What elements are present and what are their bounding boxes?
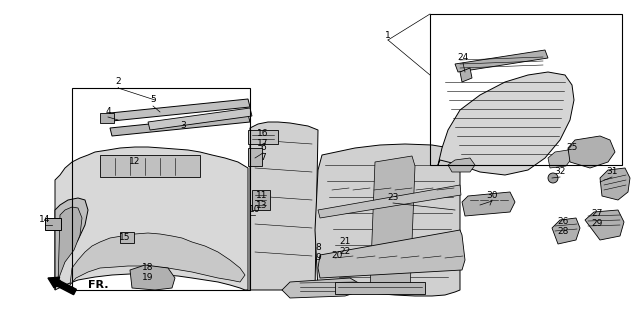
Text: 12: 12 xyxy=(129,157,141,167)
Polygon shape xyxy=(552,218,580,244)
Bar xyxy=(335,282,425,294)
Text: 18: 18 xyxy=(142,263,154,271)
Text: 27: 27 xyxy=(591,209,603,217)
Text: 20: 20 xyxy=(332,251,342,259)
Text: 31: 31 xyxy=(606,167,618,177)
Polygon shape xyxy=(455,50,548,72)
Polygon shape xyxy=(585,210,624,240)
Polygon shape xyxy=(110,114,250,136)
Circle shape xyxy=(548,173,558,183)
Polygon shape xyxy=(370,156,415,292)
Bar xyxy=(100,113,114,123)
Bar xyxy=(248,130,278,144)
Polygon shape xyxy=(318,230,465,278)
Text: 11: 11 xyxy=(256,191,268,199)
Bar xyxy=(72,88,250,290)
Text: 6: 6 xyxy=(260,143,266,153)
Polygon shape xyxy=(110,99,250,121)
Text: FR.: FR. xyxy=(88,280,109,290)
Bar xyxy=(252,190,270,210)
Polygon shape xyxy=(70,233,245,285)
Polygon shape xyxy=(600,168,630,200)
Text: 24: 24 xyxy=(458,53,468,63)
Text: 19: 19 xyxy=(142,272,154,282)
Text: 23: 23 xyxy=(387,193,399,203)
Polygon shape xyxy=(438,72,574,175)
Bar xyxy=(120,232,134,243)
Polygon shape xyxy=(130,265,175,290)
Text: 21: 21 xyxy=(339,236,351,246)
Bar xyxy=(100,155,200,177)
Polygon shape xyxy=(148,108,252,130)
Polygon shape xyxy=(250,122,318,290)
Text: 32: 32 xyxy=(554,167,566,177)
Polygon shape xyxy=(448,158,475,172)
Text: 25: 25 xyxy=(566,143,578,153)
Polygon shape xyxy=(548,150,572,168)
Text: 14: 14 xyxy=(39,216,51,224)
Text: 8: 8 xyxy=(315,242,321,252)
Text: 30: 30 xyxy=(486,191,498,200)
Polygon shape xyxy=(462,192,515,216)
Polygon shape xyxy=(58,207,82,285)
Bar xyxy=(248,148,262,166)
Text: 29: 29 xyxy=(591,218,603,228)
Text: 1: 1 xyxy=(385,31,391,40)
Text: 2: 2 xyxy=(115,77,121,87)
Polygon shape xyxy=(315,144,460,296)
Text: 26: 26 xyxy=(557,217,569,227)
Text: 10: 10 xyxy=(249,205,260,215)
Text: 5: 5 xyxy=(150,95,156,105)
Text: 7: 7 xyxy=(260,154,266,162)
Polygon shape xyxy=(318,185,461,218)
Polygon shape xyxy=(568,136,615,168)
Bar xyxy=(45,218,61,230)
Text: 15: 15 xyxy=(119,233,131,241)
Polygon shape xyxy=(282,278,362,298)
Text: 22: 22 xyxy=(339,246,351,256)
Text: 17: 17 xyxy=(257,138,269,148)
Polygon shape xyxy=(460,68,472,82)
Text: 9: 9 xyxy=(315,252,321,262)
Text: 4: 4 xyxy=(105,107,111,117)
Polygon shape xyxy=(55,147,248,290)
Bar xyxy=(430,14,622,165)
Text: 28: 28 xyxy=(557,228,569,236)
FancyArrow shape xyxy=(48,277,76,295)
Polygon shape xyxy=(55,198,88,290)
Text: 13: 13 xyxy=(256,200,268,210)
Text: 3: 3 xyxy=(180,120,186,130)
Text: 16: 16 xyxy=(257,129,269,137)
